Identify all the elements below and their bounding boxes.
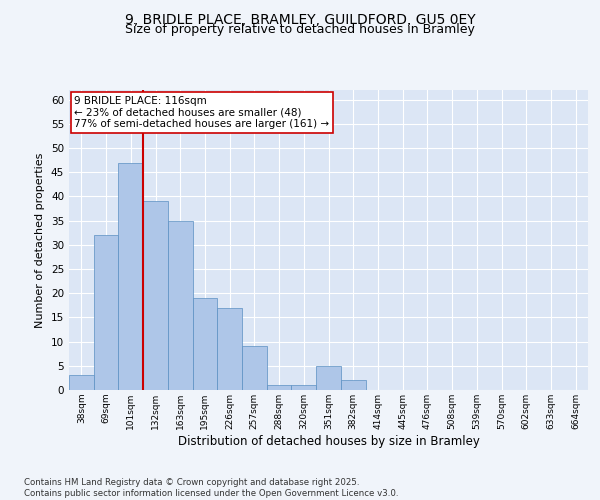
Bar — [316, 366, 341, 390]
Bar — [267, 385, 292, 390]
Text: 9, BRIDLE PLACE, BRAMLEY, GUILDFORD, GU5 0EY: 9, BRIDLE PLACE, BRAMLEY, GUILDFORD, GU5… — [125, 12, 475, 26]
Bar — [69, 376, 94, 390]
Bar — [217, 308, 242, 390]
Bar — [242, 346, 267, 390]
Bar — [292, 385, 316, 390]
Text: 9 BRIDLE PLACE: 116sqm
← 23% of detached houses are smaller (48)
77% of semi-det: 9 BRIDLE PLACE: 116sqm ← 23% of detached… — [74, 96, 329, 129]
Bar — [118, 162, 143, 390]
Bar — [143, 202, 168, 390]
Y-axis label: Number of detached properties: Number of detached properties — [35, 152, 46, 328]
X-axis label: Distribution of detached houses by size in Bramley: Distribution of detached houses by size … — [178, 434, 479, 448]
Text: Contains HM Land Registry data © Crown copyright and database right 2025.
Contai: Contains HM Land Registry data © Crown c… — [24, 478, 398, 498]
Bar — [341, 380, 365, 390]
Bar — [193, 298, 217, 390]
Bar — [168, 220, 193, 390]
Bar — [94, 235, 118, 390]
Text: Size of property relative to detached houses in Bramley: Size of property relative to detached ho… — [125, 24, 475, 36]
